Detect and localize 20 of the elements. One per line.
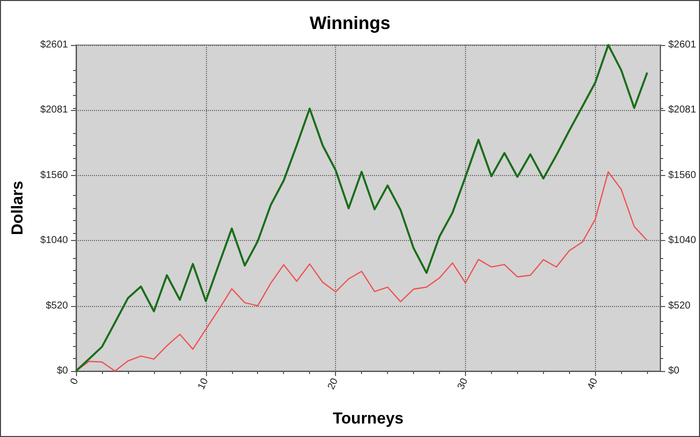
y2-tick-label: $1560 <box>668 170 696 181</box>
y-tick-label: $2081 <box>40 104 68 116</box>
y2-tick-label: $2601 <box>668 40 696 50</box>
x-tick-label: 0 <box>68 376 82 386</box>
y-axis-title: Dollars <box>10 180 26 236</box>
x-axis-title: Tourneys <box>332 410 404 428</box>
y-tick-label: $0 <box>56 366 68 376</box>
x-tick-label: 30 <box>456 376 471 392</box>
x-tick-label: 10 <box>196 376 211 392</box>
x-tick-label: 20 <box>326 376 341 392</box>
y-tick-label: $1560 <box>40 170 68 181</box>
y2-tick-label: $0 <box>668 366 680 376</box>
y-tick-label: $2601 <box>40 40 68 50</box>
x-tick-label: 40 <box>586 376 600 392</box>
chart-title: Winnings <box>310 13 390 33</box>
y-tick-label: $1040 <box>40 235 68 246</box>
y2-tick-label: $520 <box>668 300 691 312</box>
y-tick-label: $520 <box>46 300 68 312</box>
y2-tick-label: $2081 <box>668 104 696 116</box>
y2-tick-label: $1040 <box>668 235 696 246</box>
